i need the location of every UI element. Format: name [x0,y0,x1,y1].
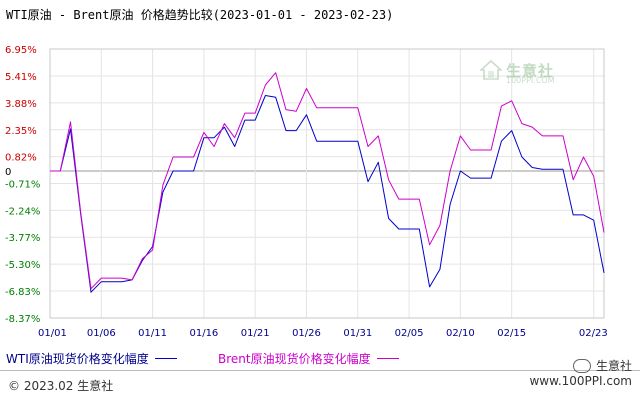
plot-border [49,48,605,319]
series-line-brent [50,72,605,290]
legend-swatch-wti [154,358,177,359]
x-tick-label: 01/11 [138,328,167,339]
series-line-wti [50,95,605,293]
legend-label-brent: Brent原油现货价格变化幅度 [218,352,371,366]
chart-title: WTI原油 - Brent原油 价格趋势比较(2023-01-01 - 2023… [6,8,394,22]
series-lines [50,72,605,293]
y-tick-label: 0 [5,167,11,178]
y-tick-label: -0.71% [5,180,40,191]
x-tick-label: 01/31 [343,328,372,339]
x-tick-labels: 01/01 01/06 01/11 01/16 01/21 01/26 01/31 02/05… [38,328,608,339]
wechat-icon [572,358,591,373]
y-tick-label: 3.88% [5,99,37,110]
x-tick-label: 01/16 [189,328,218,339]
y-tick-label: 6.95% [5,45,37,56]
y-tick-label: -8.37% [5,314,40,325]
x-tick-label: 02/23 [579,328,608,339]
y-tick-label: 5.41% [5,72,37,83]
y-tick-labels: 6.95% 5.41% 3.88% 2.35% 0.82% 0 -0.71% -2.24% -3… [5,45,40,325]
legend-label-wti: WTI原油现货价格变化幅度 [6,352,149,366]
legend-swatch-brent [376,358,399,359]
site-watermark: 生意社 100PPI.COM [480,55,580,85]
copyright-text: © 2023.02 生意社 [8,379,114,393]
footer-brand: 生意社 [572,357,632,374]
y-tick-label: -2.24% [5,206,40,217]
house-logo-icon [480,59,502,80]
footer-divider [0,370,640,371]
watermark-site: 100PPI.COM [506,76,555,85]
footer-brand-name: 生意社 [595,359,632,373]
y-tick-label: -5.30% [5,260,40,271]
x-tick-label: 02/05 [395,328,424,339]
y-tick-label: -3.77% [5,233,40,244]
y-tick-label: 0.82% [5,153,37,164]
x-tick-label: 01/06 [87,328,116,339]
legend-item-brent: Brent原油现货价格变化幅度 [218,350,399,367]
x-tick-label: 02/15 [497,328,526,339]
footer-site-url: www.100PPI.com [529,374,632,388]
x-tick-label: 02/10 [446,328,475,339]
x-tick-label: 01/01 [38,328,67,339]
x-tick-label: 01/26 [292,328,321,339]
axes [49,48,605,319]
y-tick-label: 2.35% [5,126,37,137]
y-tick-label: -6.83% [5,287,40,298]
watermark-brand: 生意社 [506,61,555,80]
legend-item-wti: WTI原油现货价格变化幅度 [6,350,177,367]
x-tick-label: 01/21 [241,328,270,339]
